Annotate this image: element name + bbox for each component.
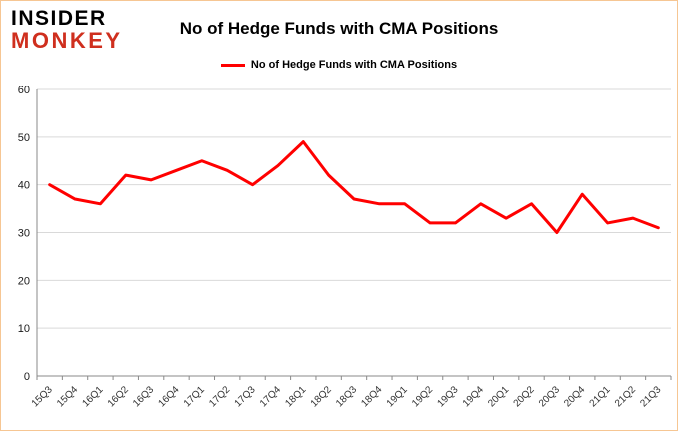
svg-text:50: 50 (18, 132, 30, 144)
svg-text:40: 40 (18, 180, 30, 192)
svg-text:18Q2: 18Q2 (309, 384, 334, 409)
svg-text:18Q4: 18Q4 (359, 384, 384, 409)
legend-label: No of Hedge Funds with CMA Positions (250, 59, 458, 71)
svg-text:30: 30 (18, 228, 30, 240)
svg-text:10: 10 (18, 323, 30, 335)
svg-text:18Q1: 18Q1 (283, 384, 308, 409)
svg-text:20Q2: 20Q2 (512, 384, 537, 409)
svg-text:18Q3: 18Q3 (334, 384, 359, 409)
chart-title: No of Hedge Funds with CMA Positions (179, 19, 499, 38)
svg-text:15Q4: 15Q4 (55, 384, 80, 409)
svg-text:17Q4: 17Q4 (258, 384, 283, 409)
svg-text:21Q3: 21Q3 (638, 384, 663, 409)
svg-text:16Q2: 16Q2 (106, 384, 131, 409)
legend-line-swatch (220, 63, 245, 67)
svg-text:16Q3: 16Q3 (131, 384, 156, 409)
svg-text:15Q3: 15Q3 (30, 384, 55, 409)
svg-text:19Q2: 19Q2 (410, 384, 435, 409)
logo-text-insider: INSIDER (11, 7, 107, 30)
svg-text:19Q3: 19Q3 (435, 384, 460, 409)
svg-text:60: 60 (18, 86, 30, 96)
svg-text:19Q1: 19Q1 (385, 384, 410, 409)
chart-legend: No of Hedge Funds with CMA Positions (1, 59, 677, 71)
svg-text:17Q1: 17Q1 (182, 384, 207, 409)
svg-text:21Q1: 21Q1 (588, 384, 613, 409)
svg-text:16Q1: 16Q1 (80, 384, 105, 409)
svg-text:0: 0 (24, 371, 30, 383)
svg-text:20Q3: 20Q3 (537, 384, 562, 409)
svg-text:16Q4: 16Q4 (157, 384, 182, 409)
svg-text:19Q4: 19Q4 (461, 384, 486, 409)
insider-monkey-logo: INSIDER MONKEY (11, 8, 123, 52)
svg-text:17Q3: 17Q3 (233, 384, 258, 409)
svg-text:20Q4: 20Q4 (562, 384, 587, 409)
svg-text:20: 20 (18, 275, 30, 287)
svg-text:20Q1: 20Q1 (486, 384, 511, 409)
line-chart: 0 10 20 30 40 50 60 15Q3 15Q4 16Q1 16Q2 16Q3 16Q4 17Q… (1, 84, 677, 430)
svg-text:17Q2: 17Q2 (207, 384, 232, 409)
logo-text-monkey: MONKEY (11, 28, 123, 53)
svg-text:21Q2: 21Q2 (613, 384, 638, 409)
